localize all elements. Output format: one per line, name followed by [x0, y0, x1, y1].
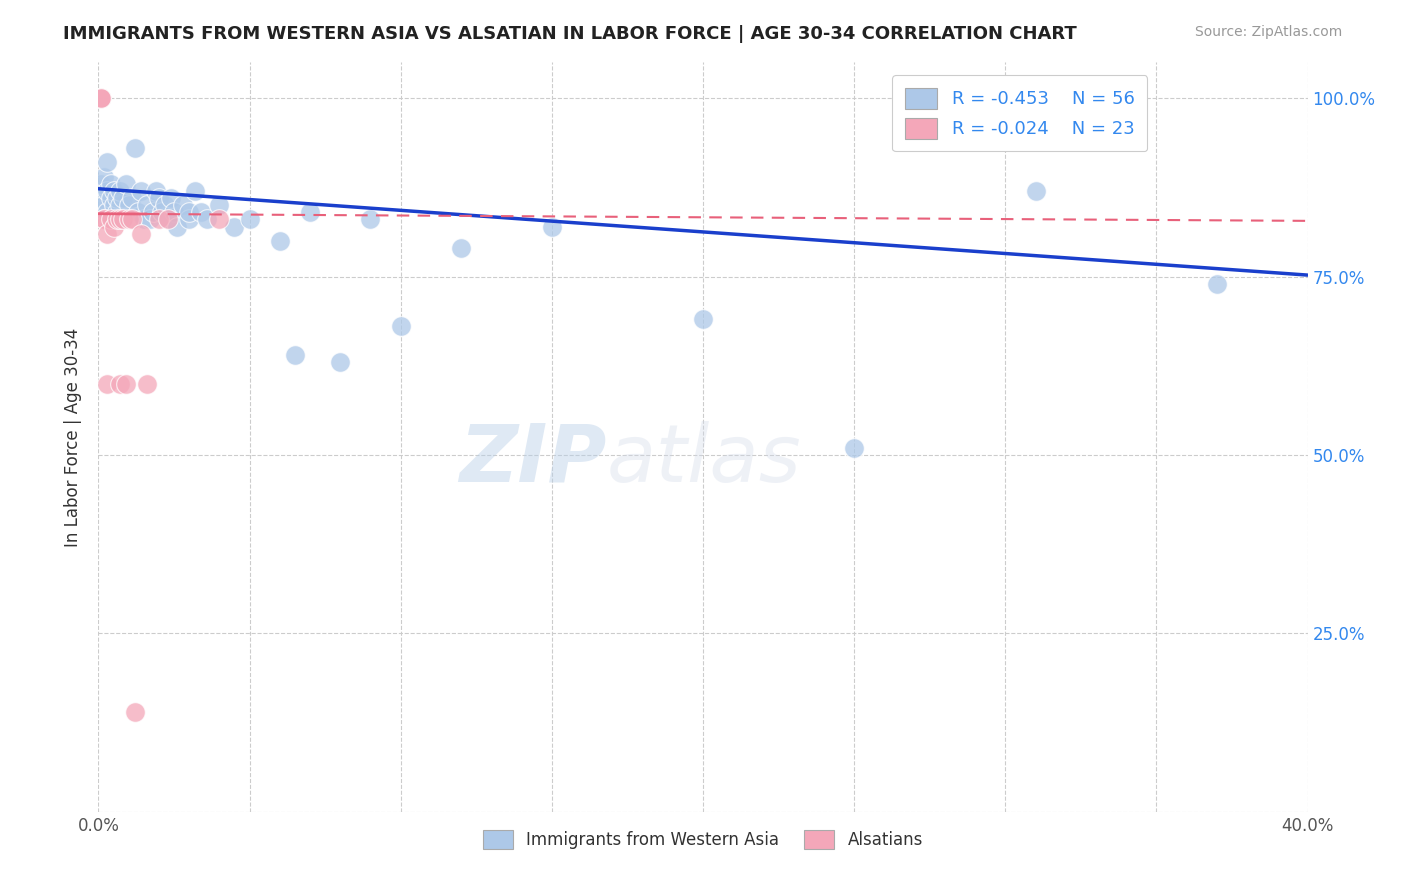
Point	[100, 191, 122, 205]
Point	[284, 348, 307, 362]
Point	[103, 219, 125, 234]
Point	[121, 191, 143, 205]
Point	[90, 91, 112, 105]
Point	[142, 205, 165, 219]
Point	[111, 191, 134, 205]
Point	[156, 212, 179, 227]
Point	[844, 441, 866, 455]
Point	[269, 234, 291, 248]
Y-axis label: In Labor Force | Age 30-34: In Labor Force | Age 30-34	[65, 327, 83, 547]
Point	[127, 205, 149, 219]
Point	[108, 212, 131, 227]
Point	[135, 198, 157, 212]
Text: ZIP: ZIP	[458, 420, 606, 499]
Point	[108, 198, 131, 212]
Point	[96, 184, 118, 198]
Point	[90, 91, 112, 105]
Point	[121, 212, 143, 227]
Point	[90, 91, 112, 105]
Point	[118, 198, 141, 212]
Point	[224, 219, 246, 234]
Point	[450, 241, 472, 255]
Point	[190, 205, 212, 219]
Point	[299, 205, 322, 219]
Point	[114, 376, 136, 391]
Point	[329, 355, 352, 369]
Point	[160, 191, 183, 205]
Point	[90, 91, 112, 105]
Point	[129, 227, 152, 241]
Point	[129, 184, 152, 198]
Text: atlas: atlas	[606, 420, 801, 499]
Point	[179, 212, 201, 227]
Point	[172, 198, 194, 212]
Point	[124, 705, 146, 719]
Point	[93, 169, 115, 184]
Text: Source: ZipAtlas.com: Source: ZipAtlas.com	[1195, 25, 1343, 39]
Point	[132, 212, 155, 227]
Point	[105, 191, 128, 205]
Point	[111, 212, 134, 227]
Point	[103, 184, 125, 198]
Point	[389, 319, 412, 334]
Point	[692, 312, 714, 326]
Point	[135, 376, 157, 391]
Point	[96, 227, 118, 241]
Point	[139, 212, 162, 227]
Point	[540, 219, 562, 234]
Point	[124, 141, 146, 155]
Point	[184, 184, 207, 198]
Point	[100, 177, 122, 191]
Point	[105, 205, 128, 219]
Point	[1024, 184, 1046, 198]
Point	[145, 184, 167, 198]
Point	[239, 212, 262, 227]
Point	[96, 205, 118, 219]
Point	[360, 212, 382, 227]
Point	[96, 376, 118, 391]
Point	[150, 205, 173, 219]
Point	[90, 177, 112, 191]
Point	[195, 212, 218, 227]
Point	[100, 212, 122, 227]
Point	[108, 184, 131, 198]
Point	[93, 198, 115, 212]
Point	[156, 212, 179, 227]
Point	[114, 177, 136, 191]
Point	[148, 191, 170, 205]
Point	[163, 205, 186, 219]
Legend: Immigrants from Western Asia, Alsatians: Immigrants from Western Asia, Alsatians	[477, 823, 929, 855]
Point	[90, 191, 112, 205]
Point	[108, 376, 131, 391]
Point	[93, 212, 115, 227]
Point	[208, 212, 231, 227]
Point	[118, 212, 141, 227]
Point	[153, 198, 176, 212]
Point	[96, 155, 118, 169]
Point	[179, 205, 201, 219]
Point	[93, 212, 115, 227]
Point	[1206, 277, 1229, 291]
Point	[105, 212, 128, 227]
Text: IMMIGRANTS FROM WESTERN ASIA VS ALSATIAN IN LABOR FORCE | AGE 30-34 CORRELATION : IMMIGRANTS FROM WESTERN ASIA VS ALSATIAN…	[63, 25, 1077, 43]
Point	[103, 198, 125, 212]
Point	[111, 212, 134, 227]
Point	[148, 212, 170, 227]
Point	[166, 219, 188, 234]
Point	[208, 198, 231, 212]
